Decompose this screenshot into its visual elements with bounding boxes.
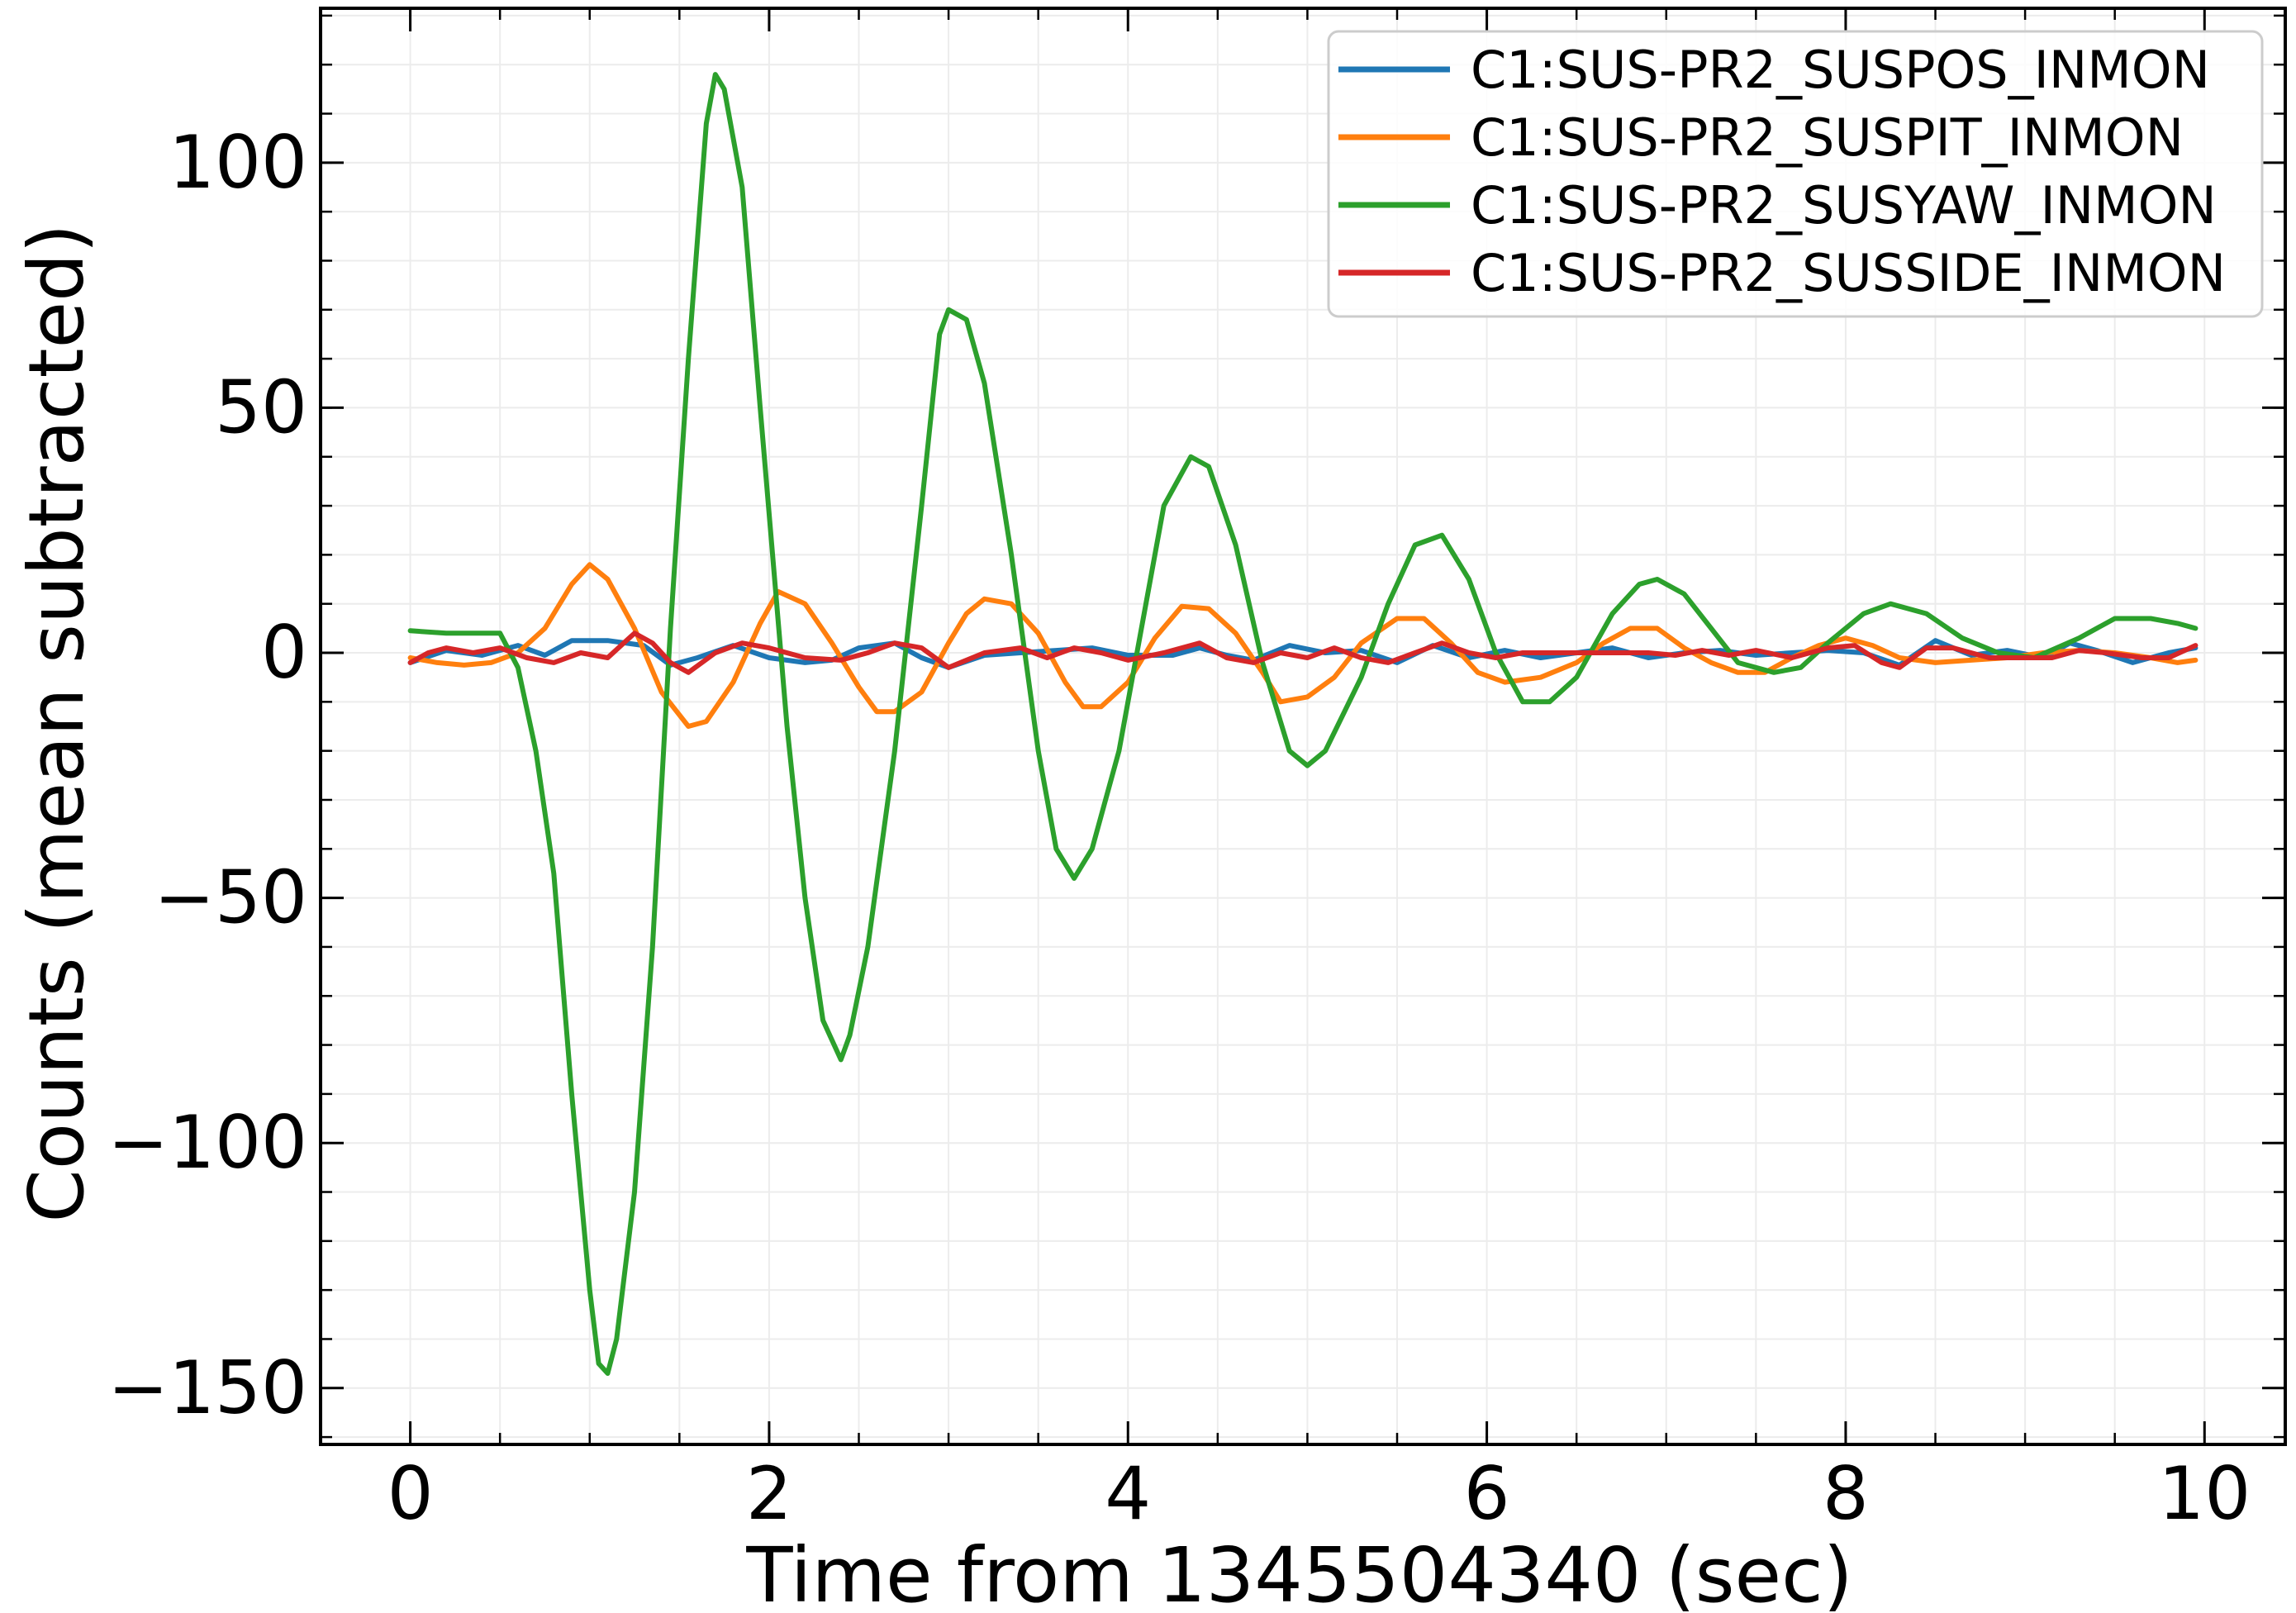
x-tick-label: 2 (746, 1451, 792, 1536)
series-line-3 (407, 72, 2199, 1376)
x-tick-label: 10 (2158, 1451, 2251, 1536)
x-tick-label: 6 (1464, 1451, 1510, 1536)
series-line-4 (407, 630, 2199, 675)
x-tick-label: 4 (1105, 1451, 1151, 1536)
x-tick-label: 8 (1823, 1451, 1869, 1536)
legend-label: C1:SUS-PR2_SUSPIT_INMON (1471, 107, 2184, 168)
legend: C1:SUS-PR2_SUSPOS_INMON C1:SUS-PR2_SUSPIT… (1327, 30, 2264, 318)
series-lines (407, 72, 2199, 1376)
y-tick-label: −150 (107, 1345, 307, 1430)
y-tick-label: 0 (261, 610, 307, 695)
y-tick-label: −50 (154, 855, 307, 940)
legend-label: C1:SUS-PR2_SUSSIDE_INMON (1471, 243, 2226, 303)
y-tick-label: 100 (169, 120, 307, 205)
y-axis-label: Counts (mean subtracted) (12, 224, 101, 1223)
y-tick-label: −100 (107, 1100, 307, 1185)
x-axis-label: Time from 1345504340 (sec) (745, 1531, 1852, 1613)
x-tick-label: 0 (387, 1451, 434, 1536)
tick-labels: 0 2 4 6 8 10 −150 −100 −50 0 50 100 (107, 120, 2251, 1536)
legend-label: C1:SUS-PR2_SUSPOS_INMON (1471, 40, 2210, 100)
series-line-2 (407, 562, 2199, 729)
legend-label: C1:SUS-PR2_SUSYAW_INMON (1471, 175, 2217, 236)
axis-ticks (321, 8, 2285, 1444)
y-tick-label: 50 (215, 364, 307, 450)
plot-frame (319, 7, 2287, 1446)
legend-frame (1327, 30, 2264, 318)
